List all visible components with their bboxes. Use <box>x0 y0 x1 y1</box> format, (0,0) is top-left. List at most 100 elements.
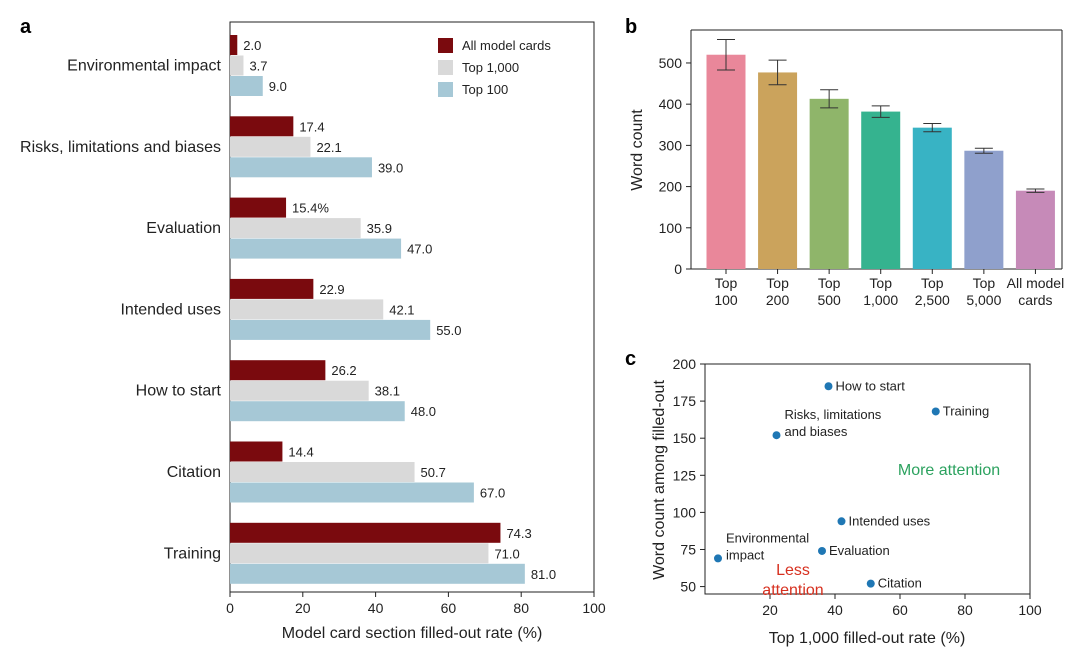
value-label-top-100-citation: 67.0 <box>480 486 505 501</box>
bar-top-100 <box>706 54 746 269</box>
x-tick-label-top-1-000: Top <box>869 275 892 291</box>
bar-top-100-training <box>230 563 525 584</box>
x-tick-label-top-500: 500 <box>817 292 841 308</box>
category-label-citation: Citation <box>167 464 221 481</box>
panel-a-x-axis-title: Model card section filled-out rate (%) <box>282 625 543 642</box>
x-tick-label-top-5-000: 5,000 <box>966 292 1001 308</box>
bar-top-1-000-how-to-start <box>230 380 369 401</box>
x-tick-label-top-500: Top <box>818 275 841 291</box>
point-risks-limitations-and-biases <box>772 431 781 440</box>
point-label-risks-limitations-and-biases: Risks, limitations <box>785 407 882 422</box>
point-label-training: Training <box>943 403 989 418</box>
panel-b-bar-chart: Top100Top200Top500Top1,000Top2,500Top5,0… <box>629 29 1065 308</box>
value-label-all-model-cards-training: 74.3 <box>506 526 531 541</box>
legend-swatch-top-100 <box>438 82 453 97</box>
bar-top-100-environmental-impact <box>230 76 263 96</box>
bar-all-model-cards-training <box>230 522 501 543</box>
panel-a-legend: All model cards Top 1,000 Top 100 <box>438 38 551 97</box>
x-tick-label-top-2-500: 2,500 <box>915 292 950 308</box>
point-label-risks-limitations-and-biases: and biases <box>785 424 848 439</box>
x-tick-label-all-model-cards: All model <box>1007 275 1065 291</box>
x-tick-label: 100 <box>1018 602 1042 618</box>
panel-b-bars <box>706 38 1055 270</box>
y-tick-label: 175 <box>673 393 697 409</box>
y-tick-label: 100 <box>673 504 697 520</box>
bar-all-model-cards <box>1015 190 1055 269</box>
bar-top-1-000-intended-uses <box>230 299 384 320</box>
panel-c-ticks: 20 40 60 80 100 50 75 100 125 150 175 200 <box>673 356 1042 618</box>
bar-all-model-cards-risks-limitations-and-biases <box>230 116 294 137</box>
bar-top-1-000-evaluation <box>230 218 361 239</box>
point-label-environmental-impact: Environmental <box>726 530 809 545</box>
category-label-how-to-start: How to start <box>136 383 222 400</box>
category-label-environmental-impact: Environmental impact <box>67 58 221 75</box>
category-label-training: Training <box>164 545 221 562</box>
bar-all-model-cards-intended-uses <box>230 278 314 299</box>
value-label-all-model-cards-risks-limitations-and-biases: 17.4 <box>299 119 324 134</box>
bar-top-100-intended-uses <box>230 319 431 340</box>
panel-b-y-axis-title: Word count <box>629 109 646 191</box>
x-tick-label-top-200: Top <box>766 275 789 291</box>
y-tick-label: 500 <box>659 55 683 71</box>
bar-top-5-000 <box>964 150 1004 269</box>
value-label-top-1-000-risks-limitations-and-biases: 22.1 <box>316 140 341 155</box>
panel-a-x-ticks: 0 20 40 60 80 100 <box>226 592 606 616</box>
y-tick-label: 200 <box>659 179 683 195</box>
bar-top-100-citation <box>230 482 474 503</box>
y-tick-label: 0 <box>674 261 682 277</box>
value-label-all-model-cards-evaluation: 15.4% <box>292 201 329 216</box>
x-tick-label: 20 <box>762 602 778 618</box>
value-label-top-1-000-citation: 50.7 <box>421 465 446 480</box>
point-citation <box>866 579 875 588</box>
panel-c-points: How to start Training Risks, limitations an… <box>714 378 989 591</box>
bar-all-model-cards-environmental-impact <box>230 35 238 55</box>
bar-all-model-cards-evaluation <box>230 197 287 218</box>
point-label-intended-uses: Intended uses <box>849 513 931 528</box>
bar-top-1-000 <box>861 111 901 269</box>
value-label-top-1-000-evaluation: 35.9 <box>367 221 392 236</box>
bar-top-1-000-citation <box>230 462 415 482</box>
x-tick-label-all-model-cards: cards <box>1018 292 1052 308</box>
legend-label-top-1-000: Top 1,000 <box>462 60 519 75</box>
bar-top-2-500 <box>912 127 952 270</box>
value-label-all-model-cards-intended-uses: 22.9 <box>319 282 344 297</box>
point-how-to-start <box>824 382 833 391</box>
annotation-less-attention: Less <box>776 562 810 579</box>
panel-letter-b: b <box>625 16 637 38</box>
panel-c-x-axis-title: Top 1,000 filled-out rate (%) <box>769 630 966 647</box>
value-label-top-1-000-environmental-impact: 3.7 <box>249 59 267 74</box>
panel-c-y-axis-title: Word count among filled-out <box>651 380 668 580</box>
bar-top-1-000-environmental-impact <box>230 55 244 76</box>
bar-top-100-how-to-start <box>230 401 405 422</box>
legend-label-top-100: Top 100 <box>462 82 508 97</box>
x-tick-label-top-100: Top <box>715 275 738 291</box>
bar-top-100-risks-limitations-and-biases <box>230 157 372 178</box>
x-tick-label: 100 <box>582 600 606 616</box>
value-label-top-100-intended-uses: 55.0 <box>436 323 461 338</box>
x-tick-label-top-100: 100 <box>714 292 738 308</box>
bar-top-200 <box>758 72 798 269</box>
point-label-citation: Citation <box>878 576 922 591</box>
value-label-top-100-how-to-start: 48.0 <box>411 404 436 419</box>
x-tick-label: 0 <box>226 600 234 616</box>
bar-top-1-000-training <box>230 543 489 564</box>
panel-letter-a: a <box>20 16 32 38</box>
legend-label-all-model-cards: All model cards <box>462 38 551 53</box>
category-label-evaluation: Evaluation <box>146 220 221 237</box>
x-tick-label-top-2-500: Top <box>921 275 944 291</box>
bar-top-1-000-risks-limitations-and-biases <box>230 136 311 157</box>
legend-swatch-all-model-cards <box>438 38 453 53</box>
annotation-less-attention: attention <box>762 582 823 599</box>
point-label-environmental-impact: impact <box>726 547 765 562</box>
value-label-top-1-000-intended-uses: 42.1 <box>389 302 414 317</box>
y-tick-label: 100 <box>659 220 683 236</box>
point-intended-uses <box>837 517 846 526</box>
x-tick-label: 60 <box>441 600 457 616</box>
y-tick-label: 150 <box>673 430 697 446</box>
bar-top-100-evaluation <box>230 238 402 259</box>
panel-a-bars: Environmental impact 2.0 3.79.0 Risks, limi… <box>20 35 556 584</box>
point-training <box>931 407 940 416</box>
panel-c-annotations: More attention Less attention <box>762 462 1000 599</box>
y-tick-label: 200 <box>673 356 697 372</box>
